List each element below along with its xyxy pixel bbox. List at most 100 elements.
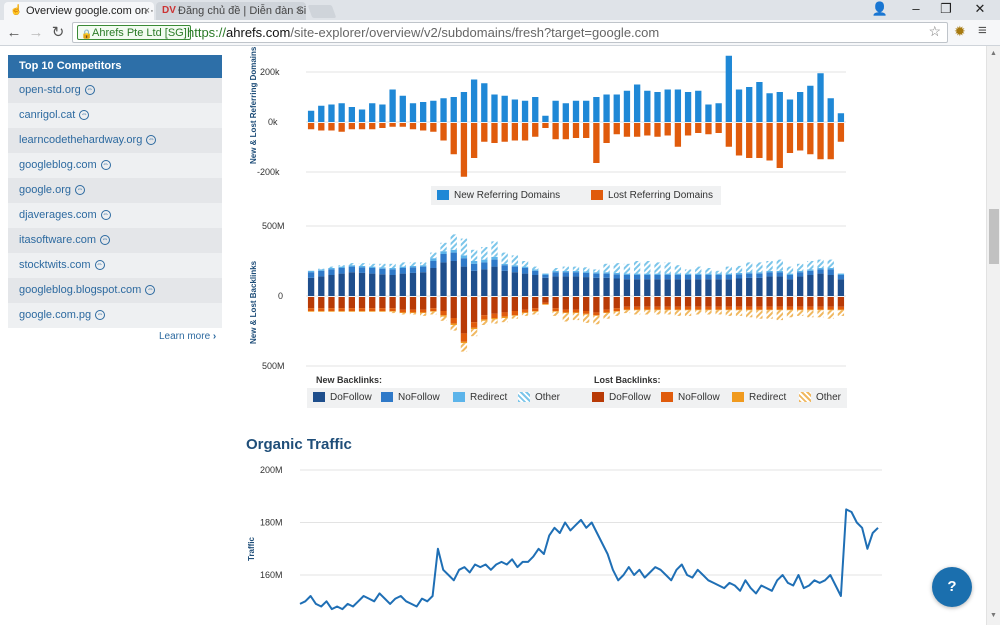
lost-backlinks-nofollow-bar [633,306,641,310]
competitor-item[interactable]: google.com.pg ⇔ [8,303,222,328]
lost-referring-bar [409,123,417,130]
competitor-link[interactable]: itasoftware.com [19,234,97,246]
lost-referring-bar [552,123,559,140]
new-referring-bar [746,87,753,122]
legend-label: Other [535,392,561,403]
competitor-link[interactable]: open-std.org [19,84,81,96]
new-backlinks-nofollow-bar [796,272,804,277]
competitor-link[interactable]: learncodethehardway.org [19,134,143,146]
compare-icon[interactable]: ⇔ [146,135,157,146]
compare-icon[interactable]: ⇔ [94,260,105,271]
menu-icon[interactable]: ≡ [978,22,987,39]
legend-item-new-other[interactable]: Other [518,392,560,403]
lost-backlinks-other-bar [735,310,743,316]
lost-backlinks-other-bar [501,318,508,323]
new-backlinks-dofollow-bar [674,279,682,296]
lost-backlinks-dofollow-bar [521,297,529,310]
lost-backlinks-other-bar [725,310,732,316]
compare-icon[interactable]: ⇔ [79,110,90,121]
competitor-item[interactable]: stocktwits.com ⇔ [8,253,222,278]
new-referring-bar [389,89,396,122]
new-backlinks-nofollow-bar [542,275,549,278]
learn-more-link[interactable]: Learn more › [159,331,216,342]
competitor-item[interactable]: googleblog.com ⇔ [8,153,222,178]
charts-area: 200k 0k -200k New & Lost Referring Domains 5… [247,46,882,611]
tab-forum[interactable]: DV Đăng chủ đề | Diễn đàn Si × [156,2,306,20]
url-text[interactable]: https://ahrefs.com/site-explorer/overvie… [187,25,659,41]
legend-item-lost-dofollow[interactable]: DoFollow [592,392,651,403]
reload-icon[interactable]: ↻ [51,24,65,41]
new-backlinks-dofollow-bar [369,273,376,296]
new-backlinks-dofollow-bar [379,274,386,296]
competitor-link[interactable]: stocktwits.com [19,259,91,271]
scroll-up-icon[interactable]: ▲ [990,50,997,57]
legend-item-new-redirect[interactable]: Redirect [453,392,507,403]
competitor-link[interactable]: google.com.pg [19,309,92,321]
minimize-icon[interactable]: – [912,1,920,16]
lost-backlinks-nofollow-bar [409,309,417,313]
legend-item-lost-other[interactable]: Other [799,392,841,403]
compare-icon[interactable]: ⇔ [84,85,95,96]
lost-backlinks-other-bar [399,313,406,315]
lost-backlinks-other-bar [460,343,468,352]
competitor-item[interactable]: djaverages.com ⇔ [8,203,222,228]
new-backlinks-other-bar [807,261,814,270]
new-backlinks-dofollow-bar [532,275,539,296]
new-backlinks-nofollow-bar [633,275,641,280]
legend-item-lost-redirect[interactable]: Redirect [732,392,786,403]
close-icon[interactable]: × [143,5,150,17]
compare-icon[interactable]: ⇔ [145,285,156,296]
new-backlinks-redirect-bar [521,266,529,268]
legend-item-lost-nofollow[interactable]: NoFollow [661,392,720,403]
competitor-item[interactable]: canrigol.cat ⇔ [8,103,222,128]
lost-backlinks-nofollow-bar [776,306,783,310]
competitor-item[interactable]: googleblog.blogspot.com ⇔ [8,278,222,303]
user-profile-icon[interactable]: 👤 [871,1,889,16]
lost-referring-bar [511,123,519,141]
forward-arrow-icon[interactable]: → [28,24,44,41]
new-backlinks-redirect-bar [623,273,631,275]
legend-label: DoFollow [330,392,372,403]
close-icon[interactable]: × [295,5,302,17]
help-chat-button[interactable]: ? [932,567,972,607]
competitor-item[interactable]: open-std.org ⇔ [8,78,222,103]
tab-ahrefs-overview[interactable]: ☝ Overview google.com on · × [4,2,154,20]
extension-icon[interactable]: ✹ [954,23,966,39]
competitor-link[interactable]: googleblog.blogspot.com [19,284,142,296]
lost-backlinks-nofollow-bar [318,308,325,311]
compare-icon[interactable]: ⇔ [100,210,111,221]
new-tab-button[interactable] [307,5,337,18]
compare-icon[interactable]: ⇔ [95,310,106,321]
window-close-icon[interactable]: ✕ [974,1,986,16]
new-referring-bar [633,84,641,122]
address-bar[interactable]: 🔒 Ahrefs Pte Ltd [SG] https://ahrefs.com… [72,22,948,43]
scroll-thumb[interactable] [989,209,999,264]
competitor-link[interactable]: canrigol.cat [19,109,76,121]
back-arrow-icon[interactable]: ← [6,24,22,41]
competitor-link[interactable]: googleblog.com [19,159,97,171]
legend-item-new-referring[interactable]: New Referring Domains [437,190,560,201]
legend-item-lost-referring[interactable]: Lost Referring Domains [590,190,713,201]
new-backlinks-redirect-bar [674,273,682,275]
legend-item-new-nofollow[interactable]: NoFollow [381,392,440,403]
legend-label: Redirect [470,392,508,403]
new-referring-bar [674,89,682,122]
new-backlinks-redirect-bar [420,265,427,267]
compare-icon[interactable]: ⇔ [75,185,85,196]
compare-icon[interactable]: ⇔ [100,160,111,171]
legend-label: DoFollow [609,392,651,403]
secure-badge[interactable]: 🔒 Ahrefs Pte Ltd [SG] [77,25,191,40]
competitor-item[interactable]: itasoftware.com ⇔ [8,228,222,253]
restore-icon[interactable]: ❐ [940,1,952,16]
scroll-down-icon[interactable]: ▼ [990,612,997,619]
competitor-item[interactable]: learncodethehardway.org ⇔ [8,128,222,153]
competitor-link[interactable]: google.org [19,184,71,196]
legend-item-new-dofollow[interactable]: DoFollow [313,392,372,403]
competitor-link[interactable]: djaverages.com [19,209,97,221]
compare-icon[interactable]: ⇔ [100,235,111,246]
bookmark-star-icon[interactable]: ☆ [928,23,941,39]
competitor-item[interactable]: google.org ⇔ [8,178,222,203]
page-scrollbar[interactable]: ▲ ▼ [986,46,1000,625]
new-backlinks-dofollow-bar [542,277,549,296]
new-backlinks-dofollow-bar [318,276,325,296]
